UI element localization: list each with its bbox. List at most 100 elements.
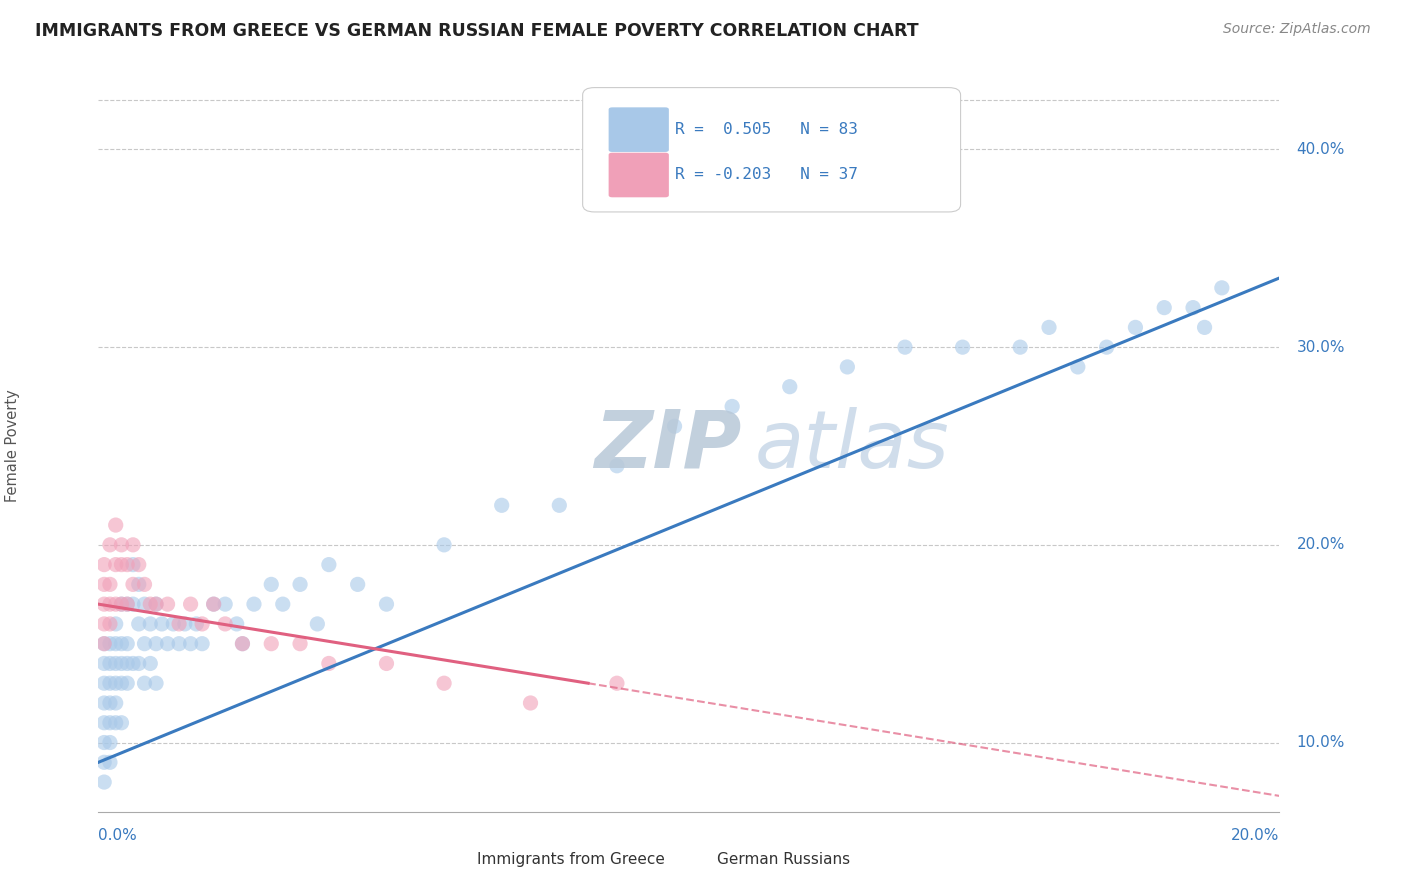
Point xyxy=(721,400,744,414)
Point xyxy=(98,577,121,591)
Point xyxy=(491,498,513,512)
FancyBboxPatch shape xyxy=(609,153,669,197)
Point xyxy=(128,577,150,591)
Point xyxy=(156,597,179,611)
Text: 0.0%: 0.0% xyxy=(98,828,138,843)
Point xyxy=(98,735,121,749)
Point xyxy=(98,538,121,552)
Point xyxy=(115,597,138,611)
Point xyxy=(110,637,132,651)
Point xyxy=(375,597,398,611)
Point xyxy=(104,616,127,631)
Point xyxy=(1038,320,1060,334)
Point xyxy=(122,538,145,552)
Point xyxy=(110,538,132,552)
Text: ZIP: ZIP xyxy=(595,407,742,485)
Point xyxy=(128,616,150,631)
Point xyxy=(115,637,138,651)
Point xyxy=(134,676,156,690)
Point xyxy=(93,637,115,651)
Text: 10.0%: 10.0% xyxy=(1296,735,1346,750)
Point xyxy=(145,637,167,651)
Point xyxy=(156,637,179,651)
Point xyxy=(180,597,202,611)
Point xyxy=(318,657,340,671)
Text: IMMIGRANTS FROM GREECE VS GERMAN RUSSIAN FEMALE POVERTY CORRELATION CHART: IMMIGRANTS FROM GREECE VS GERMAN RUSSIAN… xyxy=(35,22,918,40)
Point xyxy=(167,616,190,631)
Point xyxy=(231,637,253,651)
Point xyxy=(139,657,162,671)
Point xyxy=(1153,301,1175,315)
Point xyxy=(606,676,628,690)
Text: R =  0.505   N = 83: R = 0.505 N = 83 xyxy=(675,122,858,136)
Point xyxy=(952,340,974,354)
Point xyxy=(98,597,121,611)
Point xyxy=(110,597,132,611)
Point xyxy=(122,558,145,572)
Point xyxy=(375,657,398,671)
Point xyxy=(779,380,801,394)
Point xyxy=(271,597,294,611)
Text: German Russians: German Russians xyxy=(717,852,851,867)
Point xyxy=(288,577,311,591)
Point xyxy=(214,597,236,611)
Point xyxy=(307,616,329,631)
Point xyxy=(548,498,571,512)
Point xyxy=(433,538,456,552)
Text: 20.0%: 20.0% xyxy=(1296,537,1346,552)
Point xyxy=(93,775,115,789)
Text: Female Poverty: Female Poverty xyxy=(4,390,20,502)
Point xyxy=(191,616,214,631)
FancyBboxPatch shape xyxy=(609,107,669,152)
Point xyxy=(346,577,368,591)
Point xyxy=(167,637,190,651)
Point xyxy=(115,657,138,671)
Text: R = -0.203   N = 37: R = -0.203 N = 37 xyxy=(675,167,858,182)
Point xyxy=(93,657,115,671)
Point xyxy=(1125,320,1147,334)
Point xyxy=(93,756,115,770)
Text: 30.0%: 30.0% xyxy=(1296,340,1346,355)
Point xyxy=(115,558,138,572)
Point xyxy=(115,676,138,690)
Point xyxy=(122,657,145,671)
Point xyxy=(93,597,115,611)
Point xyxy=(606,458,628,473)
Point xyxy=(173,616,195,631)
Point xyxy=(98,637,121,651)
Point xyxy=(231,637,253,651)
Point xyxy=(104,715,127,730)
Point xyxy=(98,676,121,690)
Point xyxy=(104,676,127,690)
Point xyxy=(93,637,115,651)
Point xyxy=(93,577,115,591)
Point xyxy=(98,616,121,631)
Point xyxy=(145,597,167,611)
Point xyxy=(93,735,115,749)
Point xyxy=(1211,281,1233,295)
Text: Immigrants from Greece: Immigrants from Greece xyxy=(477,852,665,867)
Point xyxy=(93,696,115,710)
Point xyxy=(191,637,214,651)
Point xyxy=(128,657,150,671)
Point xyxy=(93,616,115,631)
Text: Source: ZipAtlas.com: Source: ZipAtlas.com xyxy=(1223,22,1371,37)
FancyBboxPatch shape xyxy=(681,848,721,870)
Point xyxy=(318,558,340,572)
Point xyxy=(104,558,127,572)
Point xyxy=(110,676,132,690)
Point xyxy=(1095,340,1118,354)
Point xyxy=(214,616,236,631)
Point xyxy=(104,597,127,611)
Point xyxy=(98,696,121,710)
Point xyxy=(110,715,132,730)
Point xyxy=(122,577,145,591)
Point xyxy=(110,657,132,671)
Point xyxy=(202,597,225,611)
Point xyxy=(894,340,917,354)
Point xyxy=(110,597,132,611)
Point xyxy=(1182,301,1205,315)
Point xyxy=(664,419,686,434)
Point xyxy=(225,616,247,631)
FancyBboxPatch shape xyxy=(468,848,508,870)
